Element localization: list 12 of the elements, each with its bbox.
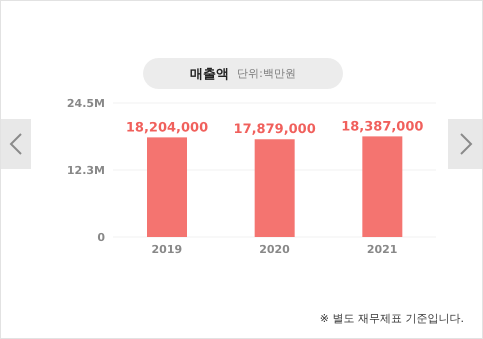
data-label: 18,204,000 — [126, 120, 208, 136]
y-tick-label: 0 — [97, 230, 106, 244]
data-label: 17,879,000 — [234, 122, 316, 138]
x-tick-label: 2021 — [366, 242, 398, 256]
y-tick-label: 12.3M — [66, 164, 105, 177]
x-tick-label: 2020 — [259, 242, 290, 256]
chart-subtitle: 단위:백만원 — [237, 66, 296, 81]
text: ※ 별도 재무제표 기준입니다. — [320, 311, 464, 326]
data-label: 18,387,000 — [341, 119, 424, 134]
chart-title: 매출액 — [190, 66, 230, 82]
x-tick-label: 2019 — [152, 242, 182, 256]
y-tick-label: 24.5M — [66, 96, 105, 110]
